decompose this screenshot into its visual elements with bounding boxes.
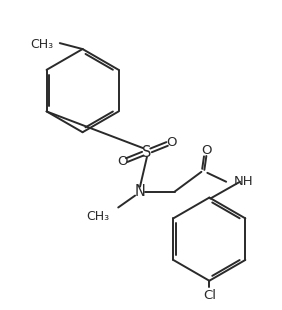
Text: N: N <box>135 184 146 199</box>
Text: CH₃: CH₃ <box>86 210 109 224</box>
Text: Cl: Cl <box>203 289 216 302</box>
Text: O: O <box>117 155 127 168</box>
Text: S: S <box>142 144 152 160</box>
Text: CH₃: CH₃ <box>31 38 54 51</box>
Text: O: O <box>201 144 212 157</box>
Text: NH: NH <box>234 175 254 188</box>
Text: O: O <box>166 136 177 148</box>
